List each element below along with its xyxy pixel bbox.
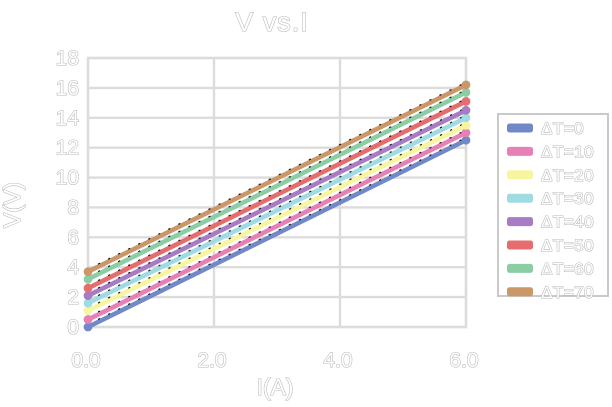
series-trendline [87,129,467,318]
y-tick-label: 18 [56,47,79,70]
legend-label: ΔT=30 [541,189,594,208]
legend-swatch [507,287,533,297]
series-line [85,90,469,282]
legend-swatch [507,240,533,250]
legend-swatch [507,146,533,156]
series-marker [461,113,471,123]
legend-label: ΔT=10 [541,142,594,161]
series-marker [83,322,93,332]
legend-item: ΔT=20 [507,165,594,185]
series-marker [461,87,471,97]
series-layer [83,80,471,332]
y-tick-label: 16 [56,77,79,100]
legend-item: ΔT=10 [507,142,594,162]
series-marker [461,128,471,138]
legend-label: ΔT=40 [541,213,594,232]
series-line [85,130,469,322]
series-marker [461,105,471,115]
legend-swatch [507,193,533,203]
y-tick-label: 12 [56,137,79,160]
plot-border [86,56,468,329]
legend-item: ΔT=70 [507,282,594,302]
series-marker [461,96,471,106]
series-trendline [87,98,467,287]
series-marker [83,267,93,277]
series-line [85,99,469,291]
ticks-layer: 0 2 4 6 8 10 12 14 16 18 0.0 2.0 4.0 6.0 [55,46,479,372]
legend-item: ΔT=40 [507,212,594,232]
y-tick-label: 8 [67,196,79,219]
series-trendline [87,122,467,309]
series-trendline [87,107,467,294]
series-line [85,137,469,330]
series-line [85,122,469,313]
series-marker [461,120,471,130]
legend-swatch [507,123,533,133]
series-marker [461,80,471,90]
legend-label: ΔT=0 [541,119,584,138]
legend-swatch [507,263,533,273]
y-tick-label: 6 [67,226,79,249]
series-line [85,108,469,298]
x-tick-label: 6.0 [449,349,478,372]
y-tick-label: 0 [67,316,79,339]
series-marker [83,274,93,284]
series-line [85,82,469,275]
legend-item: ΔT=60 [507,259,594,279]
legend-swatch [507,170,533,180]
series-marker [461,135,471,145]
y-tick-label: 4 [67,256,79,279]
y-tick-label: 10 [56,167,79,190]
legend-item: ΔT=30 [507,189,594,209]
legend-label: ΔT=20 [541,166,594,185]
legend-label: ΔT=50 [541,236,594,255]
legend-item: ΔT=50 [507,235,594,256]
chart-title: V vs.I [235,7,309,37]
series-line [85,115,469,306]
y-tick-label: 14 [56,107,80,130]
y-axis-title: V(V) [0,182,25,228]
legend-label: ΔT=70 [541,283,594,302]
legend-swatch [507,217,533,227]
y-tick-label: 2 [67,286,79,309]
x-tick-label: 2.0 [197,349,226,372]
series-trendline [87,81,467,270]
x-tick-label: 0.0 [71,349,100,372]
series-marker [83,306,93,315]
series-marker [83,291,93,301]
series-marker [83,315,93,324]
x-tick-label: 4.0 [323,349,352,372]
legend: ΔT=0 ΔT=10 ΔT=20 ΔT=30 ΔT=40 ΔT=50 ΔT=60 ΔT=70 [497,113,609,302]
series-marker [83,298,93,308]
legend-item: ΔT=0 [507,118,584,139]
series-marker [83,283,93,293]
legend-label: ΔT=60 [541,259,594,278]
x-axis-title: I(A) [256,374,293,400]
